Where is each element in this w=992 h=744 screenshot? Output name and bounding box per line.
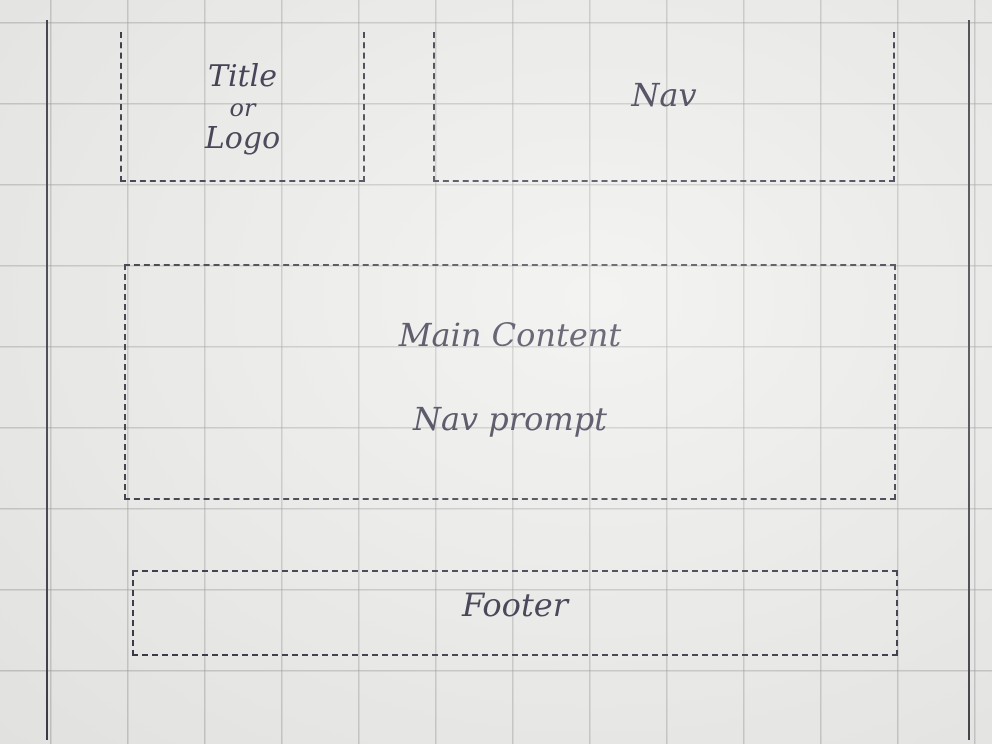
left-margin-line xyxy=(46,20,48,740)
logo-region xyxy=(120,32,365,182)
logo-label-line3: Logo xyxy=(204,121,281,157)
logo-label: Title or Logo xyxy=(120,59,365,157)
nav-label: Nav xyxy=(631,76,697,114)
logo-label-line2: or xyxy=(229,93,256,122)
main-content-label: Main Content xyxy=(398,316,622,354)
right-margin-line xyxy=(968,20,970,740)
nav-region xyxy=(433,32,895,182)
footer-region xyxy=(132,570,898,656)
footer-label: Footer xyxy=(461,586,569,624)
main-content-region xyxy=(124,264,896,500)
nav-prompt-label: Nav prompt xyxy=(412,400,608,438)
logo-label-line1: Title xyxy=(207,59,277,94)
